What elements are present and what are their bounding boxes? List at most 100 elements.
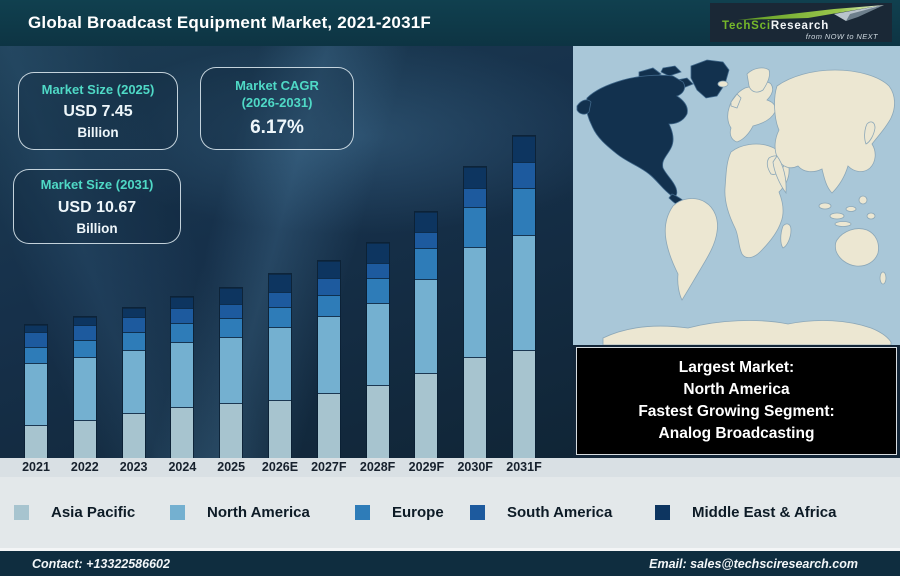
- bar-segment: [171, 308, 194, 323]
- bar-segment: [366, 278, 389, 303]
- info-box-market-size-2025: Market Size (2025) USD 7.45 Billion: [18, 72, 178, 150]
- map-australia: [834, 228, 879, 267]
- bar-2021: [24, 324, 48, 458]
- bar-segment: [317, 393, 340, 458]
- year-label: 2026E: [261, 460, 299, 474]
- year-label: 2027F: [311, 460, 347, 474]
- map-japan: [864, 121, 876, 145]
- bar-segment: [415, 212, 438, 232]
- bar-segment: [269, 400, 291, 458]
- bar-segment: [171, 342, 194, 407]
- logo-tagline: from NOW to NEXT: [805, 32, 878, 41]
- divider: [0, 548, 900, 551]
- info-box-value: 6.17%: [250, 116, 304, 138]
- bar-segment: [220, 337, 243, 403]
- bar-segment: [122, 317, 145, 332]
- legend-swatch: [14, 505, 29, 520]
- legend-item: North America: [170, 477, 310, 548]
- info-box-title: Market Size (2025): [41, 81, 155, 97]
- map-new-zealand: [879, 271, 887, 285]
- bar-2024: [170, 296, 195, 458]
- highlight-line: Fastest Growing Segment:: [638, 403, 835, 420]
- bar-segment: [317, 316, 340, 393]
- year-label: 2029F: [408, 460, 445, 474]
- year-label: 2022: [70, 460, 99, 474]
- legend-label: South America: [507, 504, 613, 521]
- legend-item: Asia Pacific: [14, 477, 135, 548]
- map-alaska-tip: [576, 99, 592, 115]
- bar-segment: [122, 350, 145, 413]
- legend-item: Middle East & Africa: [655, 477, 836, 548]
- info-box-market-cagr: Market CAGR (2026-2031) 6.17%: [200, 67, 354, 150]
- bar-segment: [73, 340, 96, 357]
- bar-segment: [366, 303, 389, 385]
- bar-2022: [72, 316, 97, 458]
- legend-swatch: [170, 505, 185, 520]
- bar-segment: [122, 413, 145, 458]
- bar-segment: [415, 232, 438, 248]
- highlight-line: North America: [683, 381, 790, 398]
- map-south-america: [664, 198, 718, 301]
- bar-segment: [269, 292, 291, 307]
- legend-label: Europe: [392, 504, 444, 521]
- info-box-title: Market Size (2031): [40, 177, 154, 193]
- page-title: Global Broadcast Equipment Market, 2021-…: [28, 13, 431, 32]
- logo-brand-primary: TechSci: [722, 20, 771, 32]
- bar-chart: Market Size (2025) USD 7.45 Billion Mark…: [0, 46, 573, 458]
- map-madagascar: [780, 223, 792, 249]
- bar-2031f: [512, 135, 536, 458]
- world-map: [573, 46, 900, 345]
- bar-segment: [415, 248, 438, 279]
- map-british-isles: [730, 93, 742, 109]
- bar-2025: [219, 287, 244, 458]
- map-north-america: [585, 74, 688, 197]
- legend: Asia Pacific North America Europe South Ame…: [0, 477, 900, 548]
- contact-text: Contact: +13322586602: [32, 556, 170, 571]
- map-island: [818, 202, 832, 210]
- bar-segment: [317, 261, 340, 278]
- bar-segment: [122, 332, 145, 350]
- header: Global Broadcast Equipment Market, 2021-…: [0, 0, 900, 46]
- year-label: 2023: [119, 460, 148, 474]
- bar-segment: [366, 263, 389, 278]
- highlight-box: Largest Market: North America Fastest Gr…: [576, 347, 897, 455]
- year-label: 2031F: [506, 460, 542, 474]
- bar-segment: [269, 327, 291, 400]
- bar-segment: [513, 235, 535, 350]
- x-axis: 2021 2022 2023 2024 2025 2026E 2027F 2028F 2029F…: [0, 458, 900, 477]
- legend-label: North America: [207, 504, 310, 521]
- logo-brand-secondary: Research: [770, 20, 830, 32]
- bar-segment: [513, 162, 535, 188]
- bar-segment: [73, 357, 96, 420]
- bar-segment: [122, 308, 145, 317]
- bar-2030f: [463, 166, 488, 458]
- year-label: 2021: [22, 460, 50, 474]
- legend-swatch: [355, 505, 370, 520]
- year-label: 2025: [217, 460, 246, 474]
- info-box-value: USD 7.45: [63, 103, 133, 121]
- bar-segment: [171, 323, 194, 342]
- info-box-title-line2: (2026-2031): [241, 94, 313, 110]
- map-arctic-islands: [660, 65, 682, 77]
- legend-swatch: [470, 505, 485, 520]
- map-island: [834, 221, 852, 227]
- bar-segment: [464, 207, 487, 247]
- bar-segment: [171, 407, 194, 458]
- map-island: [858, 195, 868, 205]
- bar-segment: [513, 350, 535, 458]
- bar-segment: [464, 357, 487, 458]
- legend-item: South America: [470, 477, 612, 548]
- year-label: 2024: [168, 460, 197, 474]
- bar-segment: [73, 317, 96, 325]
- map-island: [845, 206, 857, 212]
- bar-segment: [415, 279, 438, 373]
- bar-2023: [121, 307, 146, 458]
- bar-segment: [220, 288, 243, 304]
- map-india: [772, 155, 787, 195]
- bar-segment: [366, 385, 389, 458]
- map-scandinavia: [746, 67, 770, 93]
- bar-segment: [464, 247, 487, 357]
- footer: Contact: +13322586602 Email: sales@techs…: [0, 551, 900, 576]
- info-box-market-size-2031: Market Size (2031) USD 10.67 Billion: [13, 169, 181, 244]
